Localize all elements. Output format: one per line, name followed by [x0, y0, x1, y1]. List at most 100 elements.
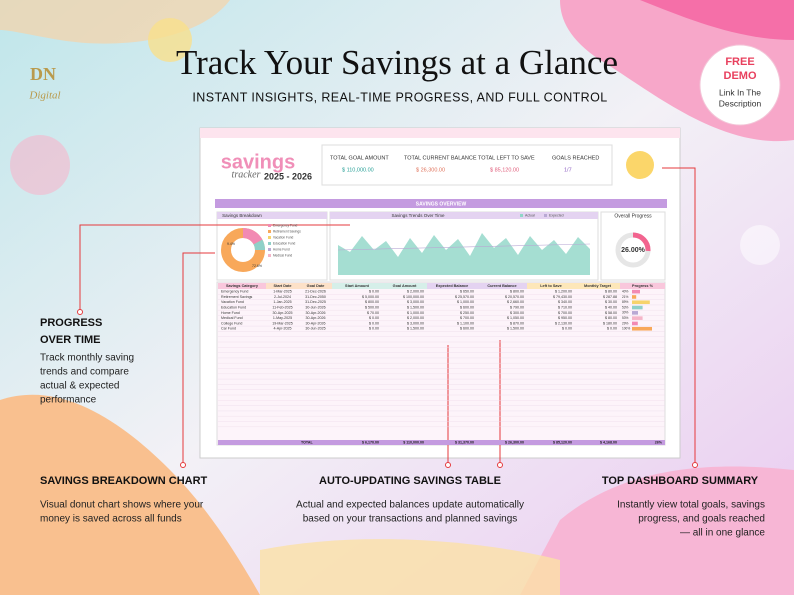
table-cell: $ 2,000.00: [407, 316, 424, 320]
callout-title: PROGRESS: [40, 317, 102, 329]
table-cell: $ 1,000.00: [407, 311, 424, 315]
table-cell: $ 300.00: [510, 311, 524, 315]
legend-swatch: [268, 242, 271, 245]
panel: [216, 211, 328, 281]
callout-title: OVER TIME: [40, 334, 101, 346]
badge: FREE DEMO Link In The Description: [699, 44, 781, 126]
panel-title: Overall Progress: [614, 213, 652, 219]
table-cell: $ 800.00: [510, 290, 524, 294]
connector-dots: [77, 309, 698, 468]
summary-label: TOTAL GOAL AMOUNT: [330, 155, 389, 161]
summary-value: 1/7: [564, 167, 572, 173]
table-header: Goal Date: [307, 284, 325, 288]
progress-bar: [632, 321, 638, 326]
table-header-cell: [218, 283, 266, 289]
callout-text: actual & expected: [40, 381, 120, 392]
total-cell: $ 4,168.00: [600, 440, 617, 444]
table-cell: $ 870.00: [510, 321, 524, 325]
trend-expected: [337, 243, 591, 251]
badge-line: DEMO: [724, 70, 757, 82]
table-cell: $ 1,000.00: [457, 300, 474, 304]
summary-value: $ 85,120.00: [490, 167, 519, 173]
table-cell: 30-Apr-2026: [306, 321, 326, 325]
table-header-cell: [477, 283, 527, 289]
table-cell: $ 0.00: [562, 327, 572, 331]
table-header: Goal Amount: [393, 284, 417, 288]
badge-note: Link In The: [719, 87, 761, 97]
table-cell: $ 0.00: [607, 327, 617, 331]
dashboard: savings tracker 2025 - 2026 SAVINGS OVER…: [199, 127, 681, 459]
table-cell: $ 500.00: [365, 306, 379, 310]
table-cell: Emergency Fund: [221, 290, 248, 294]
progress-bar: [632, 316, 643, 320]
table-header-cell: [575, 283, 620, 289]
table-cell: $ 1,100.00: [457, 321, 474, 325]
legend-swatch: [268, 224, 271, 227]
table-cell: $ 30.00: [605, 300, 617, 304]
table-cell: $ 80.00: [605, 290, 617, 294]
table-cell: $ 180.00: [603, 321, 617, 325]
table-header: Monthly Target: [584, 284, 612, 288]
table-cell: Vacation Fund: [221, 300, 244, 304]
callout-title: SAVINGS BREAKDOWN CHART: [40, 475, 208, 487]
table-cell: $ 250.00: [460, 311, 474, 315]
progress-bar: [632, 295, 637, 299]
total-cell: $ 6,170.00: [362, 440, 379, 444]
total-cell: 26%: [655, 440, 663, 444]
callout-text: performance: [40, 395, 97, 406]
panel-title: Savings Breakdown: [222, 213, 262, 218]
callout-text: Visual donut chart shows where your: [40, 500, 204, 511]
table-cell: $ 80.00: [605, 316, 617, 320]
table-cell: 1-Mar-2025: [273, 290, 292, 294]
donut-slice: [253, 239, 265, 251]
brand-sub: tracker: [232, 169, 261, 180]
table-cell: $ 3,000.00: [407, 321, 424, 325]
table-cell: $ 100,000.00: [403, 295, 424, 299]
table-header-cell: [427, 283, 477, 289]
table-cell: $ 79,430.00: [553, 295, 572, 299]
table-cell: 11-Feb-2025: [272, 306, 292, 310]
table-header: Current Balance: [487, 284, 516, 288]
table-cell: $ 2,000.00: [407, 290, 424, 294]
callout-text: — all in one glance: [680, 528, 765, 539]
years: 2025 - 2026: [264, 171, 312, 181]
callout-text: based on your transactions and planned s…: [303, 514, 518, 525]
badge-note: Description: [719, 98, 762, 108]
table-cell: $ 3,000.00: [407, 300, 424, 304]
table-cell: $ 25,570.00: [455, 295, 474, 299]
table-cell: Medical Fund: [221, 316, 243, 320]
table-cell: $ 600.00: [460, 327, 474, 331]
total-row: [218, 440, 665, 445]
donut-label: 9.4%: [227, 242, 235, 246]
table-cell: $ 58.00: [605, 311, 617, 315]
callout-title: AUTO-UPDATING SAVINGS TABLE: [319, 475, 501, 487]
callout-text: trends and compare: [40, 367, 129, 378]
sun-icon: [626, 151, 654, 179]
table-cell: $ 1,500.00: [407, 327, 424, 331]
title: Track Your Savings at a Glance: [176, 43, 618, 82]
table-cell: $ 950.00: [558, 316, 572, 320]
table-cell: $ 600.00: [460, 306, 474, 310]
summary-value: $ 26,300.00: [416, 167, 445, 173]
table-cell: $ 20,570.00: [505, 295, 524, 299]
table-cell: $ 650.00: [460, 290, 474, 294]
table-cell: $ 5,000.00: [362, 295, 379, 299]
logo-top: DN: [30, 64, 56, 84]
table-cell: 31-Dec-2050: [305, 295, 326, 299]
table-header: Start Date: [274, 284, 292, 288]
overview-bar: [215, 199, 667, 208]
table-cell: $ 1,050.00: [507, 316, 524, 320]
table-cell: Education Fund: [221, 306, 246, 310]
legend-swatch: [268, 236, 271, 239]
table-header-cell: [299, 283, 332, 289]
callout-title: TOP DASHBOARD SUMMARY: [602, 475, 759, 487]
table-cell: $ 790.00: [510, 306, 524, 310]
callout-text: money is saved across all funds: [40, 514, 182, 525]
legend-swatch: [268, 230, 271, 233]
legend-label: Medical Fund: [273, 253, 292, 257]
table-cell: $ 340.00: [558, 300, 572, 304]
progress-label: 30%: [622, 311, 629, 315]
